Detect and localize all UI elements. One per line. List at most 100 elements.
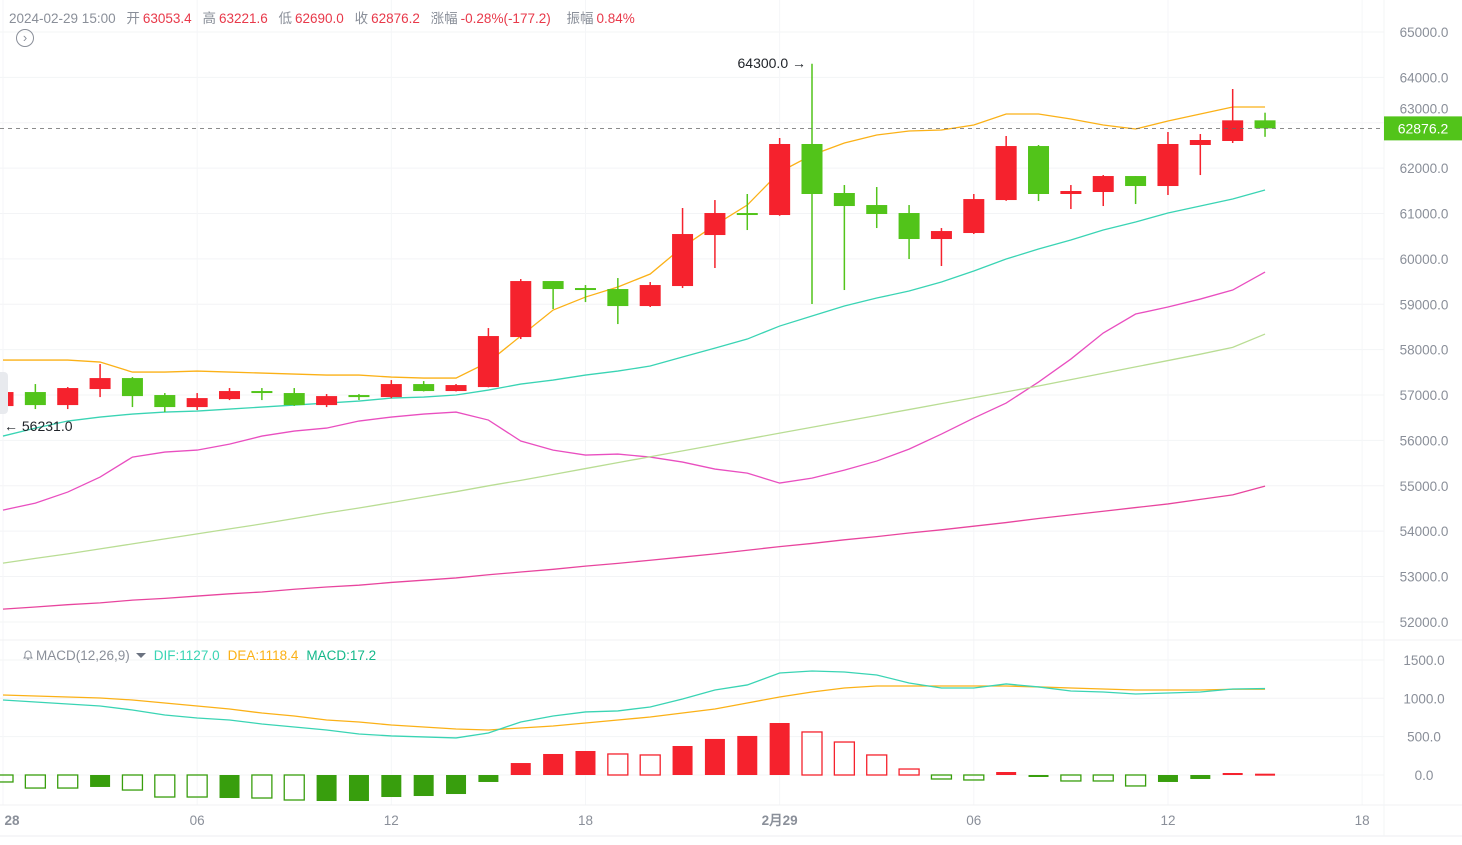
expand-chevron-icon[interactable]: ›	[16, 29, 34, 47]
macd-axis-tick: 500.0	[1407, 730, 1441, 745]
candle	[283, 388, 305, 406]
macd-histogram-bar	[381, 775, 402, 798]
macd-histogram-bar	[219, 775, 240, 799]
candle-body	[445, 385, 467, 392]
candle-body	[57, 388, 79, 406]
macd-axis-tick: 1000.0	[1403, 691, 1444, 706]
candle	[542, 281, 564, 310]
bell-icon[interactable]	[22, 649, 34, 661]
candle	[510, 279, 532, 340]
candle	[89, 364, 111, 398]
candle-body	[121, 378, 143, 397]
time-axis-tick: 2月29	[762, 813, 798, 828]
time-axis-tick: 28	[4, 813, 20, 828]
candle	[607, 278, 629, 325]
close-value: 62876.2	[371, 11, 420, 26]
time-axis-tick: 06	[190, 813, 205, 828]
candle	[413, 381, 435, 392]
candle	[898, 205, 920, 260]
candle-body	[704, 213, 726, 236]
change-label: 涨幅	[430, 11, 458, 26]
candle	[348, 394, 370, 401]
candle	[316, 394, 338, 408]
macd-histogram-bar	[996, 772, 1017, 775]
candle-body	[1125, 176, 1147, 187]
candle-body	[930, 231, 952, 240]
time-axis-tick: 18	[1355, 813, 1370, 828]
candle	[1254, 112, 1276, 137]
moving-average-line	[2, 333, 1266, 564]
macd-indicator-name: MACD(12,26,9)	[36, 648, 130, 663]
candle-body	[1254, 120, 1276, 129]
price-axis-tick: 56000.0	[1400, 433, 1449, 448]
candle	[801, 63, 823, 305]
candle-body	[24, 392, 46, 406]
candle	[995, 136, 1017, 201]
candle	[380, 380, 402, 399]
amplitude-label: 振幅	[566, 11, 594, 26]
macd-histogram-bar	[930, 774, 953, 780]
macd-axis-tick: 0.0	[1415, 768, 1434, 783]
macd-histogram-bar	[1222, 773, 1243, 776]
macd-histogram-bar	[57, 774, 79, 789]
candle	[445, 384, 467, 392]
candle-body	[380, 384, 402, 398]
candle	[574, 285, 596, 303]
candle	[1157, 132, 1179, 196]
candle	[57, 387, 79, 410]
macd-axis-tick: 1500.0	[1403, 653, 1444, 668]
macd-histogram-bar	[704, 738, 725, 775]
candle	[736, 194, 758, 231]
indicator-dropdown-icon[interactable]	[135, 653, 146, 658]
candle	[186, 393, 208, 411]
candle-body	[833, 193, 855, 207]
macd-histogram-bar	[898, 768, 920, 776]
high-label: 高	[202, 11, 216, 26]
low-label: 低	[278, 11, 293, 26]
dea-line	[2, 685, 1266, 731]
candle-body	[1222, 120, 1244, 142]
candle-body	[1060, 191, 1082, 195]
candle-body	[89, 378, 111, 390]
candle-body	[348, 395, 370, 398]
macd-histogram-bar	[251, 774, 273, 799]
price-axis-tick: 59000.0	[1400, 297, 1449, 312]
price-axis-tick: 64000.0	[1400, 70, 1449, 85]
candle	[121, 377, 143, 408]
time-axis-tick: 12	[384, 813, 399, 828]
candle-body	[995, 146, 1017, 201]
moving-average-line	[3, 106, 1266, 379]
macd-histogram-bar	[348, 775, 369, 802]
macd-histogram-bar	[1255, 773, 1276, 776]
price-axis-tick: 58000.0	[1400, 343, 1449, 358]
candle	[24, 384, 46, 410]
macd-histogram-bar	[607, 753, 629, 776]
macd-histogram-bar	[1028, 775, 1049, 777]
time-axis-tick: 12	[1160, 813, 1175, 828]
candle	[963, 194, 985, 235]
macd-histogram-bar	[1060, 774, 1082, 782]
macd-histogram-bar	[0, 774, 14, 783]
candle-body	[413, 384, 435, 392]
price-axis-tick: 57000.0	[1400, 388, 1449, 403]
macd-histogram-bar	[801, 731, 823, 776]
macd-histogram-bar	[283, 774, 305, 801]
macd-histogram-bar	[963, 774, 985, 781]
candle	[154, 393, 176, 413]
candle-body	[186, 398, 208, 408]
panel-collapse-handle[interactable]	[0, 372, 8, 414]
macd-histogram-bar	[1190, 775, 1211, 779]
macd-histogram-bar	[866, 754, 888, 776]
macd-histogram-bar	[478, 775, 499, 782]
dea-value: DEA:1118.4	[227, 648, 299, 663]
candle-body	[251, 391, 273, 394]
macd-histogram-bar	[833, 741, 856, 776]
candle	[866, 187, 888, 229]
candle-body	[801, 143, 823, 195]
candle-body	[477, 336, 499, 388]
candle-body	[1157, 143, 1179, 187]
macd-histogram-bar	[121, 774, 144, 791]
candle	[833, 185, 855, 291]
candle	[1189, 134, 1211, 176]
